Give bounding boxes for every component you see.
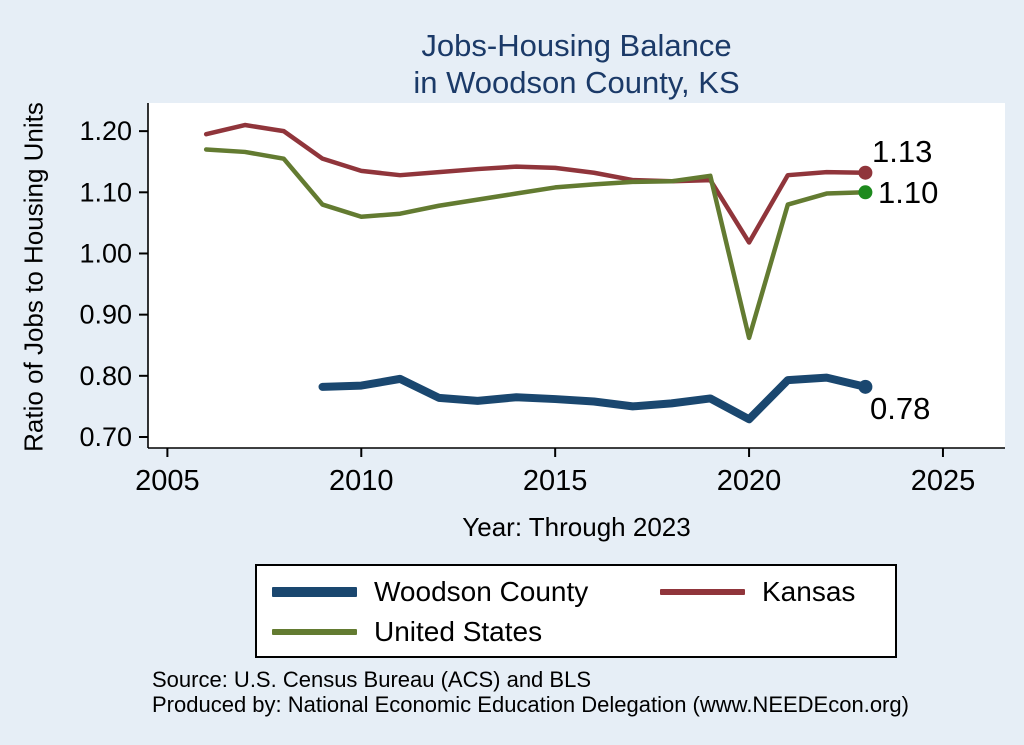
svg-text:1.10: 1.10: [79, 177, 132, 207]
legend-swatch-woodson-county: [272, 587, 357, 597]
svg-text:2010: 2010: [329, 465, 394, 497]
svg-text:0.90: 0.90: [79, 300, 132, 330]
svg-text:1.20: 1.20: [79, 116, 132, 146]
svg-text:0.70: 0.70: [79, 422, 132, 452]
chart-title-line2: in Woodson County, KS: [413, 65, 740, 100]
end-value-label-kansas: 1.13: [872, 134, 933, 169]
x-axis-label: Year: Through 2023: [462, 512, 691, 542]
chart-title-line1: Jobs-Housing Balance: [421, 28, 732, 63]
source-line: Source: U.S. Census Bureau (ACS) and BLS: [152, 667, 591, 692]
y-axis-label: Ratio of Jobs to Housing Units: [18, 102, 49, 452]
svg-text:2005: 2005: [135, 465, 200, 497]
svg-text:0.80: 0.80: [79, 361, 132, 391]
footer: Source: U.S. Census Bureau (ACS) and BLS…: [152, 667, 1012, 717]
end-value-label-woodson-county: 0.78: [870, 391, 931, 426]
legend-label-woodson-county: Woodson County: [374, 576, 589, 607]
legend: Woodson County Kansas United States: [255, 564, 897, 658]
legend-label-kansas: Kansas: [762, 576, 856, 607]
legend-swatch-kansas: [660, 589, 745, 595]
legend-label-united-states: United States: [374, 616, 543, 647]
svg-text:2015: 2015: [523, 465, 588, 497]
svg-text:2025: 2025: [911, 465, 976, 497]
end-value-label-united-states: 1.10: [878, 175, 939, 210]
svg-text:2020: 2020: [717, 465, 782, 497]
legend-item-united-states: United States: [272, 615, 542, 649]
chart-title: Jobs-Housing Balance in Woodson County, …: [148, 27, 1005, 101]
svg-text:1.00: 1.00: [79, 238, 132, 268]
legend-item-woodson-county: Woodson County: [272, 575, 588, 609]
legend-item-kansas: Kansas: [660, 575, 855, 609]
produced-by-line: Produced by: National Economic Education…: [152, 692, 909, 717]
legend-swatch-united-states: [272, 629, 357, 635]
